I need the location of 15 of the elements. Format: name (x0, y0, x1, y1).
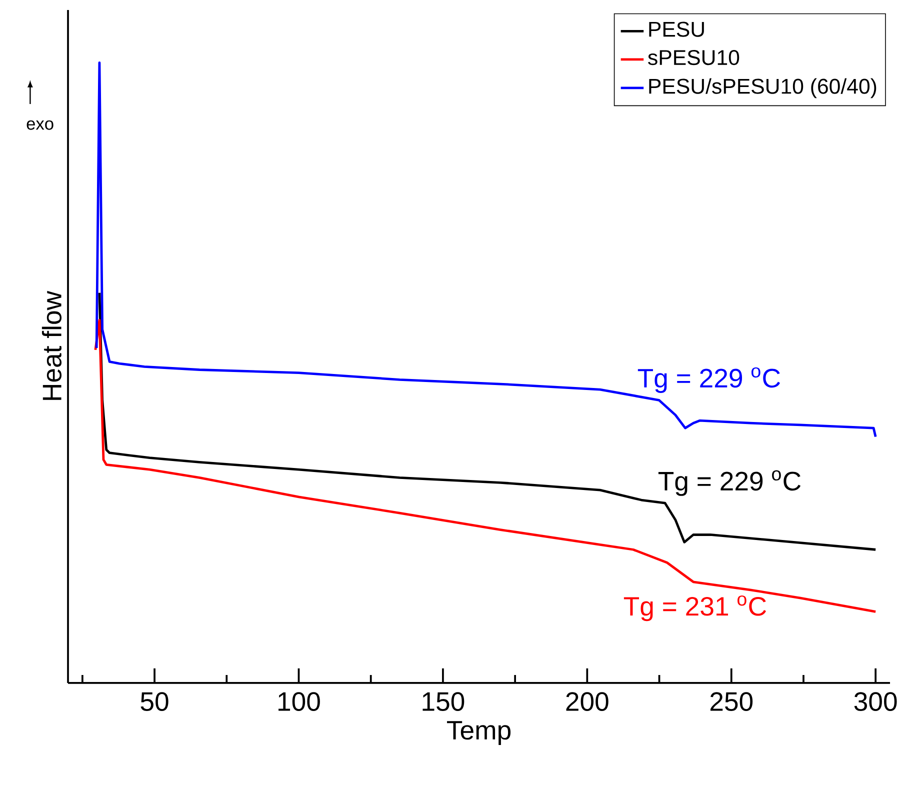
x-tick-label: 50 (140, 692, 168, 712)
x-tick-label: 300 (854, 692, 897, 712)
x-tick-label: 250 (710, 692, 753, 712)
annotation: Tg = 231 $^{o}$C (624, 595, 766, 622)
annotation: Tg = 229 $^{o}$C (658, 470, 801, 496)
x-axis-title: Temp (447, 721, 511, 745)
legend-label: PESU/sPESU10 (60/40) (649, 78, 876, 98)
x-tick-label: 100 (278, 692, 320, 712)
legend-label: sPESU10 (648, 50, 740, 66)
x-tick-label: 150 (422, 692, 464, 712)
y-axis-title: Heat flow (42, 290, 62, 400)
annotation: Tg = 229 $^{o}$C (638, 367, 780, 393)
legend-label: PESU (649, 22, 704, 37)
text: exo (26, 120, 54, 130)
x-tick-label: 200 (566, 692, 608, 712)
